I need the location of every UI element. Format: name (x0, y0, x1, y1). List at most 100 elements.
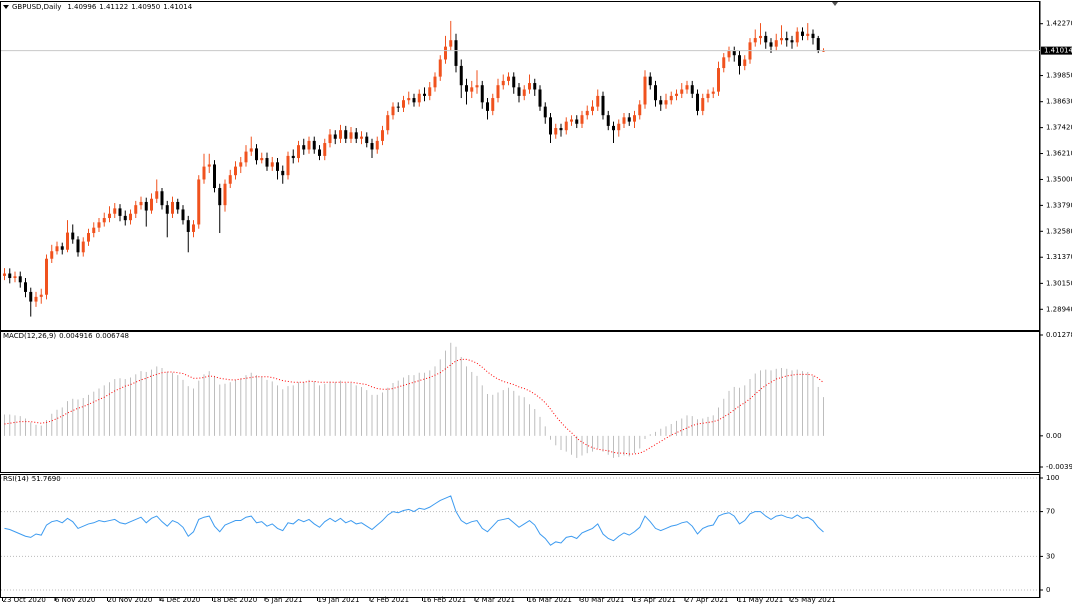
candle-body (811, 33, 815, 39)
candle-body (307, 140, 311, 150)
y-tick-label: 0.012786 (1046, 331, 1072, 339)
candle-body (696, 93, 699, 111)
x-tick-label: 6 Nov 2020 (55, 596, 95, 604)
candle-body (491, 98, 495, 111)
candle-body (412, 98, 416, 103)
candle-body (118, 208, 122, 216)
candle-body (533, 83, 537, 90)
candle-body (55, 246, 59, 252)
candle-body (685, 85, 689, 90)
candle-body (701, 98, 705, 111)
candle-body (528, 83, 531, 90)
candle-body (438, 59, 442, 77)
candle-body (465, 85, 468, 92)
candle-body (223, 183, 227, 206)
candle-body (24, 282, 27, 292)
x-tick-label: 2 Feb 2021 (370, 596, 409, 604)
last-price-tag (1041, 46, 1072, 55)
y-tick-label: 100 (1046, 474, 1059, 482)
candle-body (197, 179, 201, 225)
y-tick-label: 1.32580 (1046, 227, 1072, 235)
candle-body (29, 291, 33, 302)
candle-body (228, 175, 232, 184)
candle-body (496, 85, 500, 99)
candle-body (664, 100, 668, 105)
indicator-title: MACD(12,26,9) (3, 332, 56, 340)
y-tick-label: 1.33790 (1046, 201, 1072, 209)
candle-body (486, 102, 489, 111)
candle-body (816, 38, 820, 51)
candle-body (45, 258, 48, 295)
candle-body (76, 239, 80, 253)
y-tick-label: -0.003952 (1046, 463, 1072, 471)
quote-value: 1.41014 (163, 3, 192, 11)
y-tick-label: 1.28940 (1046, 305, 1072, 313)
candle-body (13, 276, 17, 279)
candle-body (454, 40, 458, 66)
candle-body (66, 232, 69, 250)
candle-body (333, 134, 337, 139)
x-tick-label: 20 Nov 2020 (108, 596, 153, 604)
candle-body (402, 100, 405, 108)
x-tick-label: 27 Apr 2021 (685, 596, 728, 604)
candle-body (654, 85, 657, 101)
candle-body (396, 106, 400, 108)
candle-body (738, 55, 741, 66)
candle-body (171, 201, 174, 214)
candle-body (81, 241, 85, 253)
candle-body (711, 91, 715, 94)
rsi-current: 51.7690 (32, 475, 61, 483)
y-tick-label: 1.36210 (1046, 150, 1072, 158)
shift-marker (832, 2, 838, 6)
y-tick-label: 1.38630 (1046, 98, 1072, 106)
candle-body (575, 119, 579, 124)
candle-body (50, 251, 54, 259)
candle-body (323, 143, 327, 156)
candle-body (381, 130, 384, 141)
candle-body (633, 115, 636, 122)
candle-body (538, 89, 542, 107)
candle-body (370, 143, 374, 150)
candle-body (312, 140, 316, 150)
candle-body (638, 104, 642, 116)
candle-body (522, 89, 526, 96)
y-tick-label: 1.37420 (1046, 124, 1072, 132)
quote-value: 1.41122 (99, 3, 128, 11)
candle-body (386, 115, 390, 131)
candle-body (39, 294, 43, 297)
candle-body (423, 93, 426, 96)
indicator-title: RSI(14) (3, 475, 29, 483)
candle-body (470, 87, 474, 92)
quote-value: 1.40950 (131, 3, 160, 11)
candle-body (612, 125, 615, 131)
candle-body (543, 106, 547, 118)
candle-body (444, 46, 447, 60)
candle-body (449, 40, 453, 47)
candle-body (218, 188, 222, 206)
candle-body (186, 220, 190, 232)
y-tick-label: 1.30150 (1046, 279, 1072, 287)
candle-body (244, 151, 248, 163)
candle-body (181, 209, 185, 221)
candle-body (144, 201, 148, 211)
x-tick-label: 25 May 2021 (790, 596, 836, 604)
candle-body (706, 93, 710, 99)
candle-body (297, 145, 300, 159)
candle-body (659, 100, 663, 105)
candle-body (675, 93, 678, 96)
candle-body (139, 201, 143, 206)
candle-body (722, 57, 726, 69)
candle-body (18, 276, 22, 283)
candle-body (123, 215, 127, 221)
panel-header: GBPUSD,Daily 1.40996 1.41122 1.40950 1.41014 (12, 3, 193, 11)
candle-body (354, 132, 358, 139)
candle-body (549, 117, 552, 135)
last-price-label: 1.41014 (1044, 47, 1072, 55)
candle-body (785, 38, 789, 41)
candle-body (759, 35, 762, 39)
candle-body (606, 115, 610, 126)
candle-body (570, 119, 573, 122)
candle-body (391, 106, 395, 116)
